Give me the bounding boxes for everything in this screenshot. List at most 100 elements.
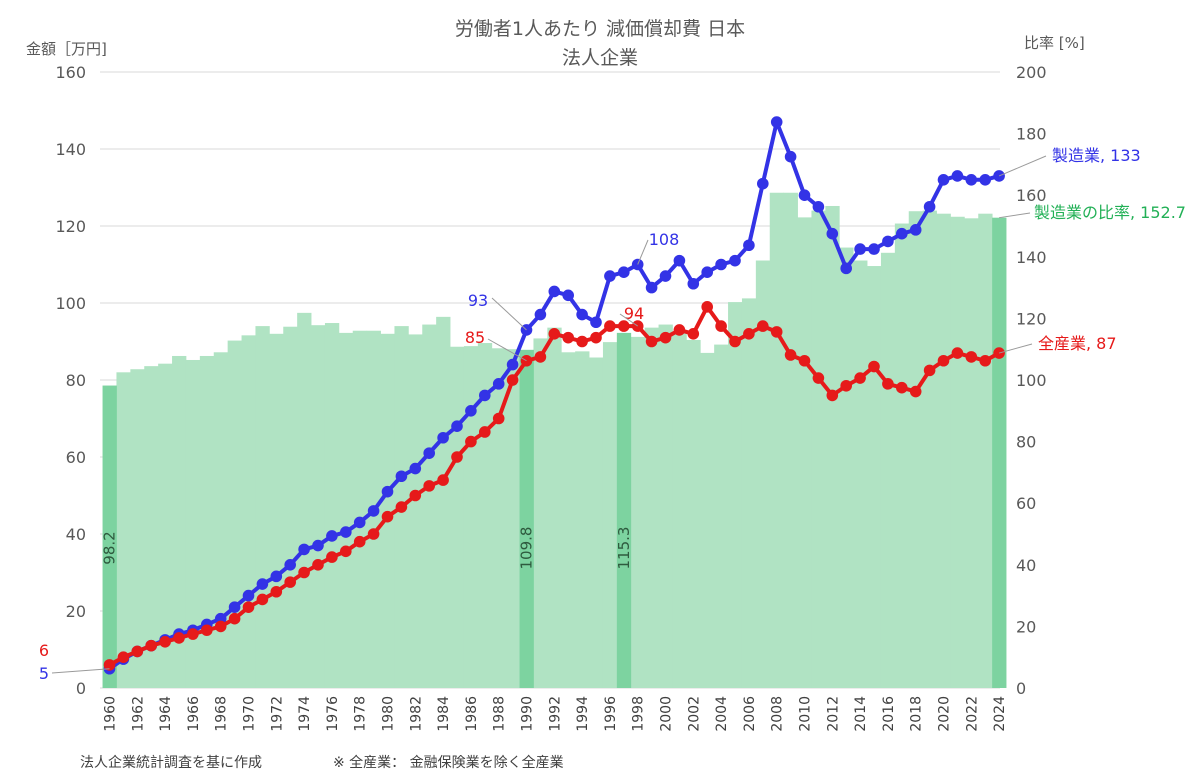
x-tick-label: 1988 bbox=[492, 696, 508, 732]
ratio-bar bbox=[533, 338, 548, 688]
ratio-bar bbox=[436, 316, 451, 688]
chart-subtitle: 法人企業 bbox=[562, 47, 638, 69]
right-tick-label: 0 bbox=[1016, 679, 1026, 698]
right-tick-label: 180 bbox=[1016, 125, 1047, 144]
x-tick-label: 2022 bbox=[964, 696, 980, 732]
ratio-bar bbox=[755, 260, 771, 688]
x-tick-label: 1986 bbox=[464, 696, 480, 732]
ratio-bar bbox=[853, 260, 868, 688]
annotation-mfg-1960: 5 bbox=[39, 664, 49, 683]
data-point bbox=[284, 576, 297, 588]
ratio-bar bbox=[839, 247, 854, 688]
ratio-bar bbox=[686, 339, 701, 688]
annotation-mfg-1990: 93 bbox=[468, 291, 488, 310]
ratio-bar bbox=[589, 357, 604, 688]
ratio-bar bbox=[658, 324, 673, 688]
data-point bbox=[506, 374, 519, 386]
right-tick-label: 60 bbox=[1016, 494, 1036, 513]
left-tick-label: 80 bbox=[66, 371, 86, 390]
x-tick-label: 1978 bbox=[353, 696, 369, 732]
data-point bbox=[965, 174, 978, 186]
data-point bbox=[590, 316, 602, 329]
data-point bbox=[618, 320, 630, 332]
annotation-mfg-1997: 108 bbox=[649, 230, 680, 249]
ratio-bar bbox=[505, 349, 520, 688]
data-point bbox=[451, 420, 463, 433]
data-point bbox=[312, 539, 324, 552]
ratio-bar bbox=[185, 359, 201, 688]
data-point bbox=[437, 431, 449, 444]
data-point bbox=[214, 620, 227, 633]
ratio-bar bbox=[769, 192, 785, 688]
ratio-bar bbox=[672, 332, 687, 688]
data-point bbox=[534, 351, 547, 363]
data-point bbox=[367, 505, 380, 517]
data-point bbox=[465, 405, 477, 417]
ratio-bar bbox=[491, 348, 507, 688]
ratio-bar bbox=[602, 342, 618, 688]
data-point bbox=[812, 200, 825, 213]
data-point bbox=[979, 174, 991, 186]
x-tick-label: 1990 bbox=[520, 696, 536, 732]
leader-line bbox=[637, 239, 649, 265]
data-point bbox=[951, 347, 964, 359]
bar-value-label: 109.8 bbox=[518, 527, 536, 570]
x-tick-label: 1994 bbox=[575, 696, 591, 732]
x-tick-label: 1998 bbox=[631, 696, 647, 732]
x-tick-label: 1992 bbox=[547, 696, 563, 732]
data-point bbox=[882, 378, 894, 390]
data-point bbox=[770, 116, 783, 128]
data-point bbox=[701, 266, 713, 279]
ratio-bar bbox=[338, 332, 354, 688]
data-point bbox=[409, 462, 422, 475]
annotations: 98.2 109.8 115.3 6 5 93 85 108 94 製造業, 133 製造業の比率,… bbox=[39, 146, 1186, 683]
data-point bbox=[882, 235, 894, 248]
x-tick-label: 1972 bbox=[269, 696, 285, 732]
data-point bbox=[937, 354, 950, 367]
ratio-bar bbox=[408, 334, 423, 688]
data-point bbox=[673, 324, 686, 336]
data-point bbox=[979, 354, 991, 367]
data-point bbox=[687, 328, 700, 340]
annotation-all-end: 全産業, 87 bbox=[1038, 334, 1117, 353]
ratio-bar bbox=[450, 346, 465, 688]
data-point bbox=[562, 289, 574, 302]
ratio-bar bbox=[992, 217, 1007, 688]
annotation-all-1960: 6 bbox=[39, 641, 49, 660]
ratio-bar bbox=[116, 372, 131, 688]
data-point bbox=[604, 320, 616, 332]
data-point bbox=[840, 379, 852, 392]
ratio-bar bbox=[199, 355, 215, 688]
left-axis-title: 金額［万円] bbox=[26, 40, 107, 58]
data-point bbox=[506, 358, 519, 371]
right-tick-label: 80 bbox=[1016, 433, 1036, 452]
data-point bbox=[395, 501, 408, 513]
data-point bbox=[604, 270, 616, 282]
leader-line bbox=[487, 338, 527, 362]
ratio-bar bbox=[922, 210, 937, 688]
x-tick-label: 2004 bbox=[714, 696, 730, 732]
ratio-bar bbox=[811, 210, 826, 688]
data-point bbox=[423, 447, 436, 459]
ratio-bar bbox=[700, 352, 715, 688]
data-point bbox=[715, 258, 727, 271]
x-tick-label: 2014 bbox=[853, 696, 869, 732]
data-point bbox=[298, 543, 310, 556]
left-tick-label: 20 bbox=[66, 602, 86, 621]
x-tick-label: 2000 bbox=[659, 696, 675, 732]
data-point bbox=[381, 485, 394, 498]
data-point bbox=[784, 150, 797, 163]
x-tick-label: 1962 bbox=[130, 696, 146, 732]
data-point bbox=[687, 277, 700, 290]
ratio-bar bbox=[158, 363, 173, 688]
ratio-bar bbox=[144, 366, 159, 688]
right-tick-label: 100 bbox=[1016, 371, 1047, 390]
leader-line bbox=[999, 212, 1031, 219]
ratio-bar bbox=[269, 333, 284, 688]
data-point bbox=[242, 589, 255, 602]
ratio-bar bbox=[463, 346, 479, 688]
data-point bbox=[479, 426, 491, 438]
data-point bbox=[840, 262, 852, 275]
data-point bbox=[270, 585, 283, 598]
data-point bbox=[326, 530, 338, 542]
